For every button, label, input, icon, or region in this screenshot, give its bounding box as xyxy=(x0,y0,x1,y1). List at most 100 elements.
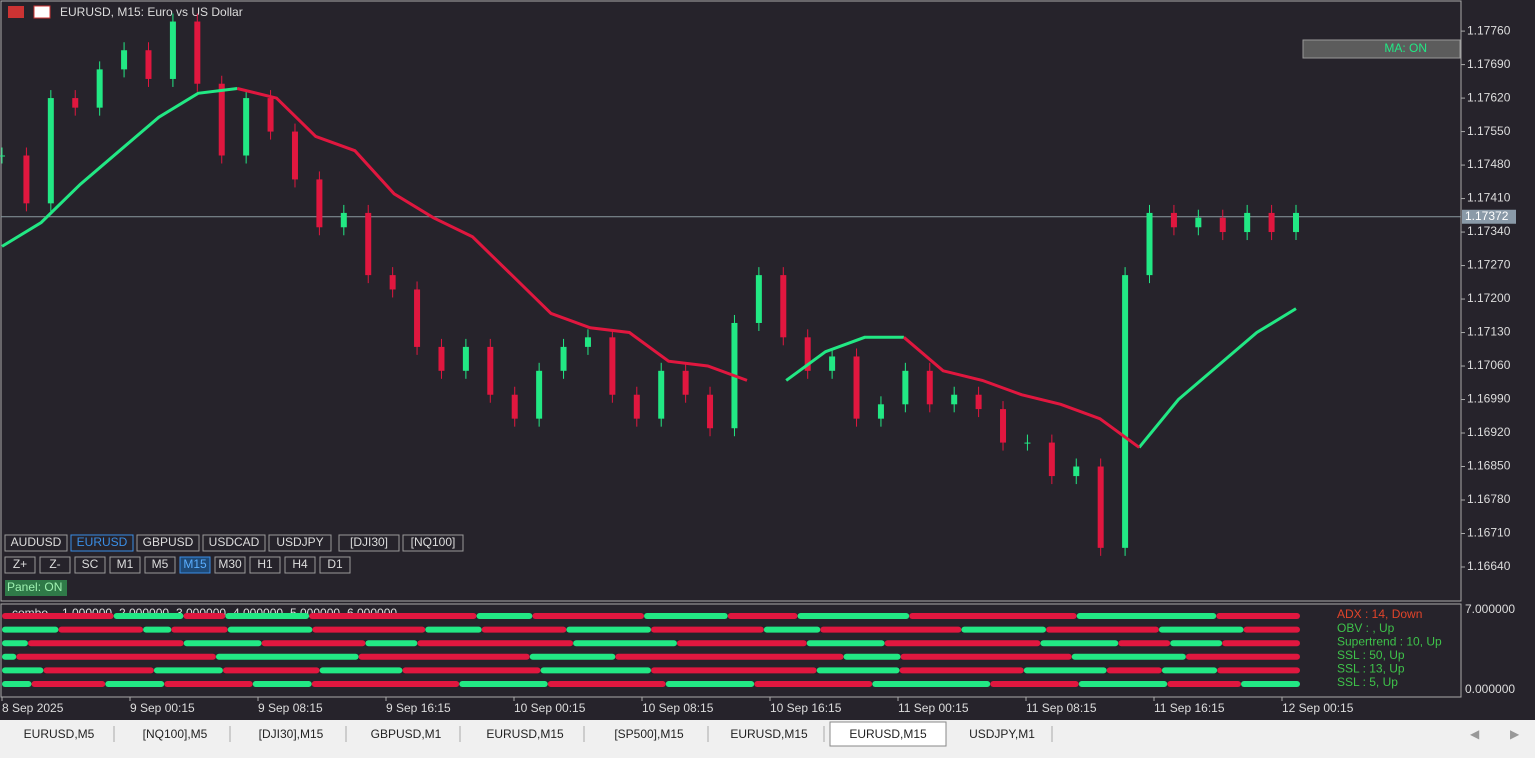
state-run xyxy=(1222,640,1300,647)
symbol-button[interactable] xyxy=(202,534,266,552)
timeframe-button[interactable] xyxy=(4,556,36,574)
tab-label: [NQ100],M5 xyxy=(143,727,208,741)
candle xyxy=(47,98,54,204)
tab-active[interactable] xyxy=(829,721,947,747)
candle xyxy=(707,394,714,429)
candle xyxy=(1170,212,1177,228)
timeframe-button[interactable] xyxy=(144,556,176,574)
scroll-left[interactable]: ◀ xyxy=(1470,727,1480,741)
state-run xyxy=(215,653,359,660)
candle xyxy=(1195,217,1202,228)
tab-label: [SP500],M15 xyxy=(614,727,684,741)
time-label: 11 Sep 08:15 xyxy=(1026,701,1097,715)
state-run xyxy=(899,667,1024,674)
chart-title: EURUSD, M15: Euro vs US Dollar xyxy=(60,5,243,19)
candle xyxy=(1097,466,1104,548)
time-label: 9 Sep 08:15 xyxy=(258,701,323,715)
indicator-scale: 0.000000 xyxy=(1465,682,1515,696)
symbol-button[interactable] xyxy=(338,534,400,552)
price-label: 1.17340 xyxy=(1467,224,1511,238)
state-run xyxy=(2,640,28,647)
timeframe-button[interactable] xyxy=(39,556,71,574)
candle xyxy=(218,83,225,156)
state-run xyxy=(1167,681,1241,687)
state-run xyxy=(1046,626,1159,633)
symbol-label: [NQ100] xyxy=(411,535,456,549)
state-run xyxy=(573,640,677,647)
candle xyxy=(267,98,274,132)
candle xyxy=(487,346,494,395)
symbol-label: GBPUSD xyxy=(143,535,194,549)
candle xyxy=(926,370,933,405)
timeframe-label: H1 xyxy=(257,557,273,571)
state-run xyxy=(872,681,991,687)
state-run xyxy=(459,681,548,687)
timeframe-button[interactable] xyxy=(74,556,106,574)
indicator-status: OBV : , Up xyxy=(1337,621,1395,635)
candle xyxy=(1146,212,1153,276)
candle xyxy=(1244,212,1251,233)
candle xyxy=(975,394,982,410)
symbol-button[interactable] xyxy=(70,534,134,552)
candle xyxy=(194,21,201,84)
timeframe-button[interactable] xyxy=(109,556,141,574)
price-label: 1.16990 xyxy=(1467,392,1511,406)
timeframe-label: M1 xyxy=(117,557,134,571)
candle xyxy=(877,404,884,419)
price-label: 1.16780 xyxy=(1467,492,1511,506)
ma-button[interactable] xyxy=(1302,39,1461,59)
symbol-button[interactable] xyxy=(402,534,464,552)
price-label: 1.17690 xyxy=(1467,57,1511,71)
candle xyxy=(1268,212,1275,233)
timeframe-label: M15 xyxy=(183,557,207,571)
candle xyxy=(145,50,152,79)
state-run xyxy=(43,667,154,674)
state-run xyxy=(816,667,900,674)
state-run xyxy=(252,681,312,687)
candle xyxy=(462,346,469,371)
price-label: 1.17760 xyxy=(1467,23,1511,37)
time-label: 12 Sep 00:15 xyxy=(1282,701,1354,715)
state-run xyxy=(644,613,728,619)
state-run xyxy=(358,653,530,660)
indicator-frame xyxy=(0,603,1462,698)
candle xyxy=(902,370,909,405)
candle xyxy=(365,212,372,276)
state-run xyxy=(676,640,807,647)
timeframe-button[interactable] xyxy=(249,556,281,574)
state-run xyxy=(476,613,533,619)
state-run xyxy=(529,653,616,660)
state-run xyxy=(105,681,165,687)
candle xyxy=(682,370,689,395)
timeframe-button[interactable] xyxy=(179,556,211,574)
state-run xyxy=(113,613,184,619)
icon xyxy=(8,6,24,18)
candle xyxy=(0,155,5,157)
state-run xyxy=(319,667,403,674)
state-run xyxy=(540,667,651,674)
symbol-button[interactable] xyxy=(4,534,68,552)
candle xyxy=(755,275,762,323)
candle xyxy=(658,370,665,419)
symbol-button[interactable] xyxy=(136,534,200,552)
timeframe-label: H4 xyxy=(292,557,308,571)
state-run xyxy=(532,613,645,619)
state-run xyxy=(884,640,1041,647)
state-run xyxy=(309,613,477,619)
symbol-button[interactable] xyxy=(268,534,332,552)
candle xyxy=(243,98,250,156)
timeframe-button[interactable] xyxy=(214,556,246,574)
panel-button[interactable] xyxy=(5,580,67,596)
price-label: 1.16710 xyxy=(1467,526,1511,540)
time-label: 11 Sep 00:15 xyxy=(898,701,969,715)
scroll-right[interactable]: ▶ xyxy=(1510,727,1520,741)
timeframe-button[interactable] xyxy=(284,556,316,574)
price-label: 1.16920 xyxy=(1467,425,1511,439)
price-label: 1.17410 xyxy=(1467,191,1511,205)
state-run xyxy=(164,681,253,687)
timeframe-button[interactable] xyxy=(319,556,351,574)
candle xyxy=(340,212,347,228)
state-run xyxy=(311,681,460,687)
